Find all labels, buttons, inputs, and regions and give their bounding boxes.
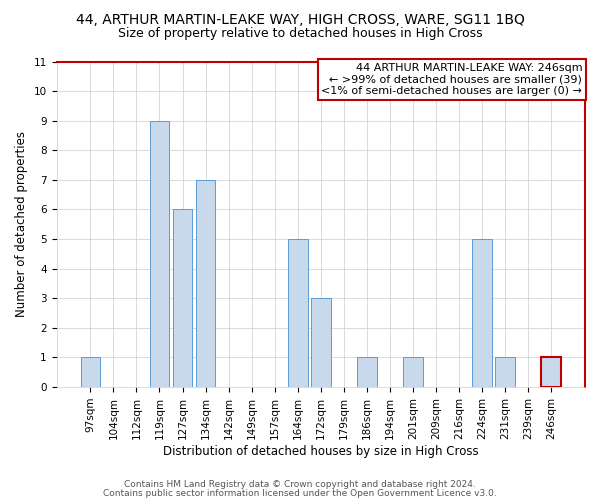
Bar: [80, 358, 100, 387]
Bar: [149, 120, 169, 387]
Bar: [541, 358, 561, 387]
Bar: [496, 358, 515, 387]
Bar: [472, 239, 492, 387]
Text: Contains HM Land Registry data © Crown copyright and database right 2024.: Contains HM Land Registry data © Crown c…: [124, 480, 476, 489]
Bar: [311, 298, 331, 387]
Text: 44 ARTHUR MARTIN-LEAKE WAY: 246sqm
← >99% of detached houses are smaller (39)
<1: 44 ARTHUR MARTIN-LEAKE WAY: 246sqm ← >99…: [322, 63, 583, 96]
Text: Size of property relative to detached houses in High Cross: Size of property relative to detached ho…: [118, 28, 482, 40]
Y-axis label: Number of detached properties: Number of detached properties: [15, 132, 28, 318]
Bar: [173, 210, 193, 387]
Text: 44, ARTHUR MARTIN-LEAKE WAY, HIGH CROSS, WARE, SG11 1BQ: 44, ARTHUR MARTIN-LEAKE WAY, HIGH CROSS,…: [76, 12, 524, 26]
Bar: [196, 180, 215, 387]
Bar: [403, 358, 423, 387]
Bar: [357, 358, 377, 387]
Bar: [288, 239, 308, 387]
Text: Contains public sector information licensed under the Open Government Licence v3: Contains public sector information licen…: [103, 489, 497, 498]
X-axis label: Distribution of detached houses by size in High Cross: Distribution of detached houses by size …: [163, 444, 479, 458]
